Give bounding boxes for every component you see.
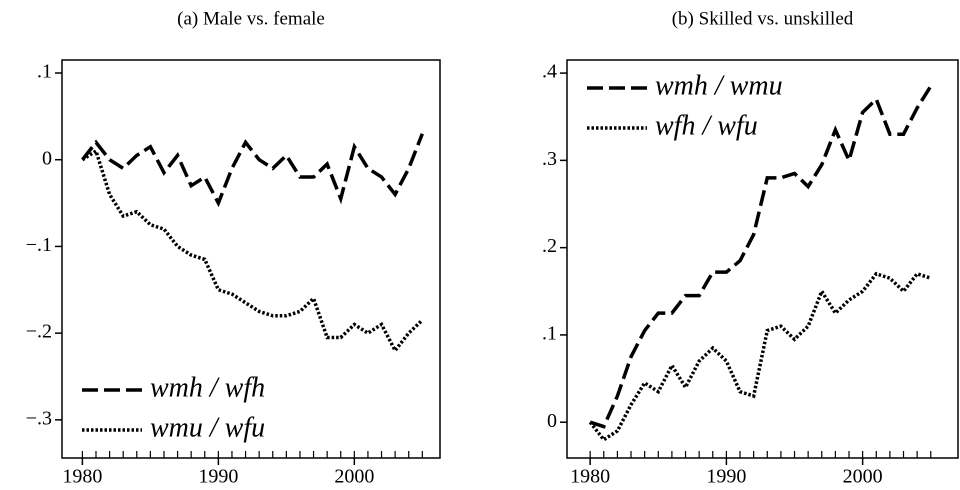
- panel-title: (b) Skilled vs. unskilled: [672, 8, 854, 29]
- x-tick-label: 1980: [570, 466, 610, 488]
- plot-frame: [61, 59, 441, 459]
- y-tick-label: .2: [542, 235, 557, 257]
- x-tick-label: 1980: [62, 466, 102, 488]
- y-tick-label: −.2: [26, 321, 52, 343]
- y-tick-label: .3: [542, 148, 557, 170]
- x-tick-label: 1990: [706, 466, 746, 488]
- panel-title: (a) Male vs. female: [177, 8, 325, 29]
- legend-label: wfh / wfu: [655, 110, 758, 141]
- legend-label: wmh / wmu: [655, 70, 783, 101]
- y-tick-label: −.1: [26, 234, 52, 256]
- y-tick-label: .1: [37, 61, 52, 83]
- x-tick-label: 2000: [843, 466, 883, 488]
- y-tick-label: .1: [542, 323, 557, 345]
- plot-frame: [566, 59, 959, 459]
- x-tick-label: 2000: [334, 466, 374, 488]
- series-line: [588, 271, 932, 443]
- y-tick-label: 0: [547, 410, 557, 432]
- y-tick-label: .4: [542, 61, 557, 83]
- series-line: [589, 85, 933, 429]
- x-tick-label: 1990: [198, 466, 238, 488]
- legend-label: wmu / wfu: [150, 412, 265, 443]
- y-tick-label: 0: [42, 147, 52, 169]
- series-line: [81, 148, 424, 354]
- legend-label: wmh / wfh: [150, 372, 265, 403]
- series-line: [81, 133, 424, 208]
- y-tick-label: −.3: [26, 407, 52, 429]
